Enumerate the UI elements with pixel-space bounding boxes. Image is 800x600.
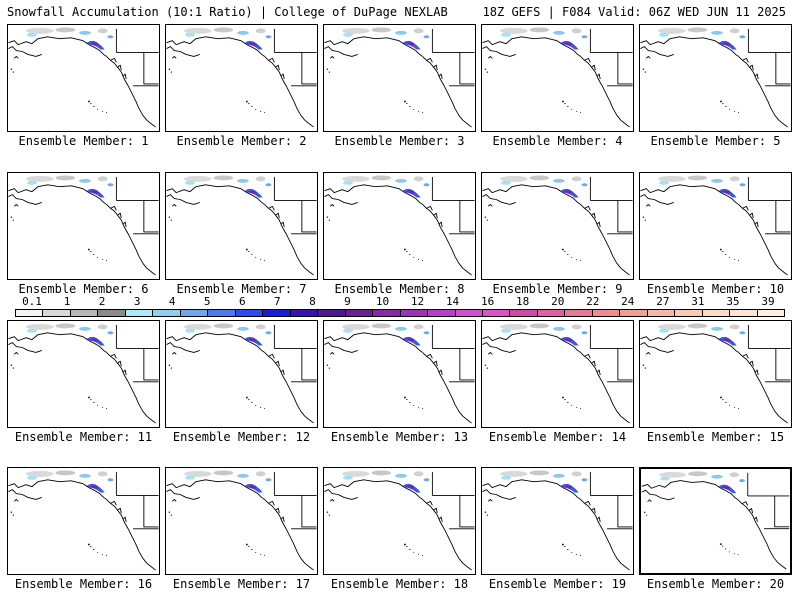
ensemble-member-label: Ensemble Member: 4 bbox=[492, 134, 623, 148]
ensemble-member-label: Ensemble Member: 14 bbox=[488, 430, 627, 444]
ensemble-member-label: Ensemble Member: 20 bbox=[646, 577, 785, 591]
ensemble-member-label: Ensemble Member: 13 bbox=[330, 430, 469, 444]
colorbar-swatch bbox=[428, 310, 456, 316]
colorbar-tick: 12 bbox=[410, 295, 425, 308]
colorbar-swatch bbox=[592, 310, 621, 316]
colorbar-swatch bbox=[702, 310, 731, 316]
ensemble-member-label: Ensemble Member: 17 bbox=[172, 577, 311, 591]
colorbar-swatch bbox=[16, 310, 44, 316]
ensemble-member-map bbox=[481, 320, 634, 428]
colorbar-tick: 0.1 bbox=[22, 295, 42, 308]
colorbar-tick: 9 bbox=[344, 295, 351, 308]
ensemble-member-label: Ensemble Member: 12 bbox=[172, 430, 311, 444]
colorbar-swatch bbox=[70, 310, 99, 316]
ensemble-member-label: Ensemble Member: 6 bbox=[18, 282, 149, 296]
colorbar-swatch bbox=[373, 310, 401, 316]
ensemble-member-label: Ensemble Member: 11 bbox=[14, 430, 153, 444]
ensemble-member-map bbox=[323, 320, 476, 428]
colorbar-swatch bbox=[537, 310, 566, 316]
colorbar-swatch bbox=[235, 310, 264, 316]
colorbar-swatch bbox=[153, 310, 181, 316]
colorbar-swatch bbox=[208, 310, 236, 316]
colorbar-tick: 1 bbox=[63, 295, 71, 308]
colorbar-swatch bbox=[290, 310, 319, 316]
colorbar-tick: 10 bbox=[375, 295, 390, 308]
ensemble-member-map bbox=[165, 320, 318, 428]
colorbar-swatch bbox=[345, 310, 374, 316]
colorbar-tick: 27 bbox=[656, 295, 670, 308]
colorbar-swatch bbox=[647, 310, 676, 316]
colorbar-swatch bbox=[180, 310, 209, 316]
ensemble-member-map bbox=[481, 467, 634, 575]
colorbar-tick: 8 bbox=[309, 295, 316, 308]
colorbar-swatch bbox=[510, 310, 538, 316]
colorbar-tick: 4 bbox=[168, 295, 176, 308]
colorbar-swatch bbox=[318, 310, 346, 316]
ensemble-member-map bbox=[481, 24, 634, 132]
ensemble-member-label: Ensemble Member: 10 bbox=[646, 282, 785, 296]
colorbar-swatch bbox=[757, 310, 785, 316]
ensemble-member-map bbox=[7, 467, 160, 575]
colorbar-tick: 2 bbox=[98, 295, 106, 308]
ensemble-member-map bbox=[7, 24, 160, 132]
colorbar-tick: 16 bbox=[480, 295, 495, 308]
ensemble-member-map bbox=[323, 172, 476, 280]
colorbar-swatch bbox=[482, 310, 511, 316]
ensemble-member-map bbox=[7, 172, 160, 280]
colorbar-tick: 5 bbox=[203, 295, 211, 308]
ensemble-member-map bbox=[165, 467, 318, 575]
colorbar-tick: 6 bbox=[238, 295, 246, 308]
ensemble-member-map bbox=[165, 24, 318, 132]
colorbar-tick: 24 bbox=[621, 295, 635, 308]
colorbar-tick: 7 bbox=[274, 295, 281, 308]
ensemble-member-label: Ensemble Member: 16 bbox=[14, 577, 153, 591]
colorbar-swatch bbox=[125, 310, 154, 316]
ensemble-member-label: Ensemble Member: 15 bbox=[646, 430, 785, 444]
ensemble-member-map bbox=[323, 467, 476, 575]
ensemble-member-label: Ensemble Member: 1 bbox=[18, 134, 149, 148]
ensemble-member-label: Ensemble Member: 5 bbox=[650, 134, 781, 148]
map-title: Snowfall Accumulation (10:1 Ratio) | Col… bbox=[7, 5, 448, 19]
colorbar-tick: 20 bbox=[551, 295, 565, 308]
colorbar-tick: 39 bbox=[761, 295, 775, 308]
ensemble-member-label: Ensemble Member: 9 bbox=[492, 282, 623, 296]
colorbar-tick: 31 bbox=[691, 295, 705, 308]
colorbar-tick: 18 bbox=[516, 295, 530, 308]
ensemble-member-map bbox=[639, 467, 792, 575]
ensemble-member-map bbox=[481, 172, 634, 280]
ensemble-member-map bbox=[165, 172, 318, 280]
colorbar-tick: 22 bbox=[586, 295, 600, 308]
colorbar-swatch bbox=[455, 310, 483, 316]
ensemble-member-label: Ensemble Member: 19 bbox=[488, 577, 627, 591]
colorbar-tick: 35 bbox=[726, 295, 740, 308]
colorbar-swatch bbox=[43, 310, 71, 316]
colorbar-tick: 3 bbox=[133, 295, 141, 308]
ensemble-member-map bbox=[639, 24, 792, 132]
ensemble-member-map bbox=[7, 320, 160, 428]
model-run-info: 18Z GEFS | F084 Valid: 06Z WED JUN 11 20… bbox=[482, 5, 786, 19]
colorbar-swatch bbox=[675, 310, 703, 316]
colorbar-swatch bbox=[730, 310, 758, 316]
colorbar-swatch bbox=[565, 310, 593, 316]
ensemble-member-map bbox=[639, 320, 792, 428]
colorbar-swatch bbox=[98, 310, 126, 316]
ensemble-member-label: Ensemble Member: 18 bbox=[330, 577, 469, 591]
ensemble-member-label: Ensemble Member: 2 bbox=[176, 134, 307, 148]
snowfall-colorbar bbox=[15, 309, 785, 317]
colorbar-swatch bbox=[400, 310, 429, 316]
ensemble-member-label: Ensemble Member: 7 bbox=[176, 282, 307, 296]
ensemble-member-label: Ensemble Member: 3 bbox=[334, 134, 465, 148]
ensemble-member-label: Ensemble Member: 8 bbox=[334, 282, 465, 296]
colorbar-tick: 14 bbox=[445, 295, 460, 308]
ensemble-member-map bbox=[639, 172, 792, 280]
colorbar-swatch bbox=[263, 310, 291, 316]
colorbar-swatch bbox=[620, 310, 648, 316]
ensemble-member-map bbox=[323, 24, 476, 132]
